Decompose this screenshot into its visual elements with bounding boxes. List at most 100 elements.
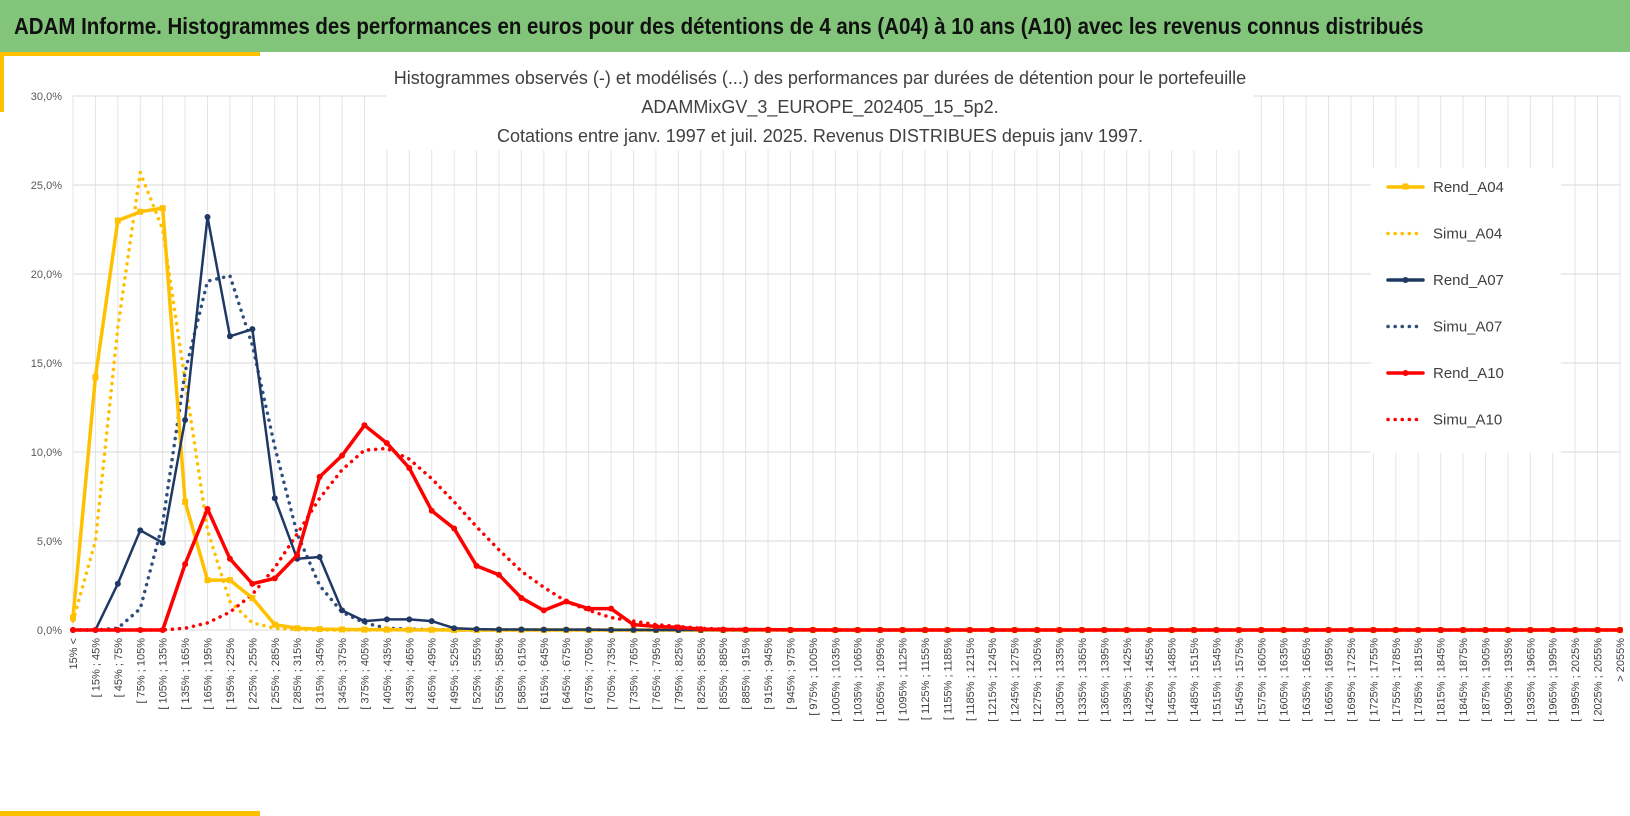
data-point-Rend_A07 bbox=[585, 626, 592, 633]
data-point-Rend_A10 bbox=[114, 627, 121, 633]
x-tick-label: [ 885% ; 915% bbox=[741, 638, 753, 710]
x-tick-label: [ 45% ; 75% bbox=[113, 638, 125, 698]
data-point-Rend_A10 bbox=[361, 422, 368, 429]
data-point-Rend_A10 bbox=[1123, 627, 1130, 633]
data-point-Rend_A10 bbox=[1011, 627, 1018, 633]
data-point-Rend_A10 bbox=[1347, 627, 1354, 633]
data-point-Rend_A10 bbox=[720, 626, 727, 633]
data-point-Rend_A10 bbox=[1482, 627, 1489, 633]
legend: Rend_A04 Simu_A04 Rend_A07 Simu_A07 Rend_A10… bbox=[1386, 179, 1504, 429]
x-tick-label: [ 495% ; 525% bbox=[449, 638, 461, 710]
legend-label-Simu_A07: Simu_A07 bbox=[1433, 319, 1502, 336]
data-point-Rend_A10 bbox=[563, 598, 570, 605]
data-point-Rend_A04 bbox=[226, 577, 233, 584]
data-point-Rend_A10 bbox=[742, 626, 749, 633]
data-point-Rend_A07 bbox=[428, 618, 435, 625]
data-point-Rend_A04 bbox=[428, 626, 435, 633]
data-point-Rend_A10 bbox=[294, 552, 301, 559]
data-point-Rend_A10 bbox=[899, 627, 906, 633]
data-point-Rend_A07 bbox=[114, 580, 121, 587]
data-point-Rend_A10 bbox=[1325, 627, 1332, 633]
data-point-Rend_A07 bbox=[226, 333, 233, 340]
x-tick-label: [ 615% ; 645% bbox=[539, 638, 551, 710]
data-point-Rend_A10 bbox=[406, 465, 413, 472]
x-tick-label: [ 855% ; 885% bbox=[718, 638, 730, 710]
y-tick-label: 20,0% bbox=[31, 269, 62, 281]
x-tick-label: 15% < bbox=[68, 638, 80, 670]
x-tick-label: [ 1785% ; 1815% bbox=[1413, 638, 1425, 722]
x-tick-label: [ 1845% ; 1875% bbox=[1458, 638, 1470, 722]
legend-label-Rend_A04: Rend_A04 bbox=[1433, 179, 1504, 196]
data-point-Rend_A10 bbox=[877, 627, 884, 633]
data-point-Rend_A04 bbox=[182, 498, 189, 505]
data-point-Rend_A10 bbox=[1572, 627, 1579, 633]
data-point-Rend_A10 bbox=[1078, 627, 1085, 633]
x-tick-label: [ 915% ; 945% bbox=[763, 638, 775, 710]
data-point-Rend_A04 bbox=[137, 208, 144, 215]
x-tick-label: [ 1065% ; 1095% bbox=[875, 638, 887, 722]
x-tick-label: [ 1545% ; 1575% bbox=[1234, 638, 1246, 722]
data-point-Rend_A07 bbox=[249, 326, 256, 333]
data-point-Rend_A10 bbox=[832, 627, 839, 633]
x-tick-label: [ 975% ; 1005% bbox=[808, 638, 820, 716]
data-point-Rend_A10 bbox=[697, 626, 704, 633]
x-tick-label: [ 585% ; 615% bbox=[516, 638, 528, 710]
x-tick-label: [ 2025% ; 2055% bbox=[1593, 638, 1605, 722]
data-point-Rend_A07 bbox=[540, 626, 547, 633]
chart-title-background bbox=[385, 64, 1255, 150]
x-tick-label: [ 945% ; 975% bbox=[785, 638, 797, 710]
data-point-Rend_A10 bbox=[630, 621, 637, 628]
x-tick-label: [ 735% ; 765% bbox=[629, 638, 641, 710]
data-point-Rend_A10 bbox=[608, 605, 615, 612]
legend-label-Simu_A10: Simu_A10 bbox=[1433, 412, 1502, 429]
x-tick-label: [ 1305% ; 1335% bbox=[1054, 638, 1066, 722]
data-point-Rend_A04 bbox=[339, 626, 346, 633]
x-tick-label: [ 375% ; 405% bbox=[359, 638, 371, 710]
chart: Histogrammes observés (-) et modélisés (… bbox=[0, 52, 1627, 816]
data-point-Rend_A04 bbox=[294, 625, 301, 632]
data-point-Rend_A10 bbox=[495, 571, 502, 578]
y-tick-label: 10,0% bbox=[31, 447, 62, 459]
y-tick-label: 25,0% bbox=[31, 180, 62, 192]
data-point-Rend_A04 bbox=[249, 594, 256, 601]
data-point-Rend_A10 bbox=[1168, 627, 1175, 633]
legend-label-Rend_A10: Rend_A10 bbox=[1433, 365, 1504, 382]
chart-title-line: Cotations entre janv. 1997 et juil. 2025… bbox=[497, 126, 1143, 146]
x-tick-label: [ 435% ; 465% bbox=[404, 638, 416, 710]
data-point-Rend_A10 bbox=[70, 627, 76, 633]
x-tick-label: [ 135% ; 165% bbox=[180, 638, 192, 710]
x-tick-label: [ 1095% ; 1125% bbox=[898, 638, 910, 721]
y-axis: 0,0% 5,0% 10,0% 15,0% 20,0% 25,0% 30,0% bbox=[31, 91, 62, 637]
data-point-Rend_A07 bbox=[339, 607, 346, 614]
x-tick-label: [ 645% ; 675% bbox=[561, 638, 573, 710]
x-tick-label: [ 345% ; 375% bbox=[337, 638, 349, 710]
data-point-Rend_A07 bbox=[608, 626, 615, 633]
data-point-Rend_A10 bbox=[675, 624, 682, 631]
data-point-Rend_A07 bbox=[630, 626, 637, 633]
data-point-Rend_A07 bbox=[204, 214, 211, 221]
x-tick-label: [ 1335% ; 1365% bbox=[1077, 638, 1089, 722]
data-point-Rend_A10 bbox=[1527, 627, 1534, 633]
legend-background bbox=[1371, 168, 1561, 453]
x-tick-label: [ 1185% ; 1215% bbox=[965, 638, 977, 721]
chart-title: Histogrammes observés (-) et modélisés (… bbox=[394, 68, 1246, 146]
data-point-Rend_A07 bbox=[473, 626, 480, 633]
data-point-Rend_A10 bbox=[473, 562, 480, 569]
y-tick-label: 15,0% bbox=[31, 358, 62, 370]
header-banner: ADAM Informe. Histogrammes des performan… bbox=[0, 0, 1630, 52]
x-tick-label: [ 1965% ; 1995% bbox=[1548, 638, 1560, 722]
data-point-Rend_A10 bbox=[1280, 627, 1287, 633]
data-point-Rend_A10 bbox=[92, 627, 99, 633]
data-point-Rend_A10 bbox=[1146, 627, 1153, 633]
legend-marker bbox=[1402, 183, 1409, 190]
data-point-Rend_A04 bbox=[383, 626, 390, 633]
x-tick-label: [ 285% ; 315% bbox=[292, 638, 304, 710]
data-point-Rend_A10 bbox=[204, 505, 211, 512]
data-point-Rend_A10 bbox=[159, 627, 166, 633]
x-tick-label: [ 165% ; 195% bbox=[203, 638, 215, 710]
data-point-Rend_A07 bbox=[518, 626, 525, 633]
x-tick-label: [ 1935% ; 1965% bbox=[1525, 638, 1537, 722]
data-point-Rend_A07 bbox=[563, 626, 570, 633]
chart-frame: Histogrammes observés (-) et modélisés (… bbox=[0, 52, 1630, 816]
data-point-Rend_A04 bbox=[114, 217, 121, 224]
